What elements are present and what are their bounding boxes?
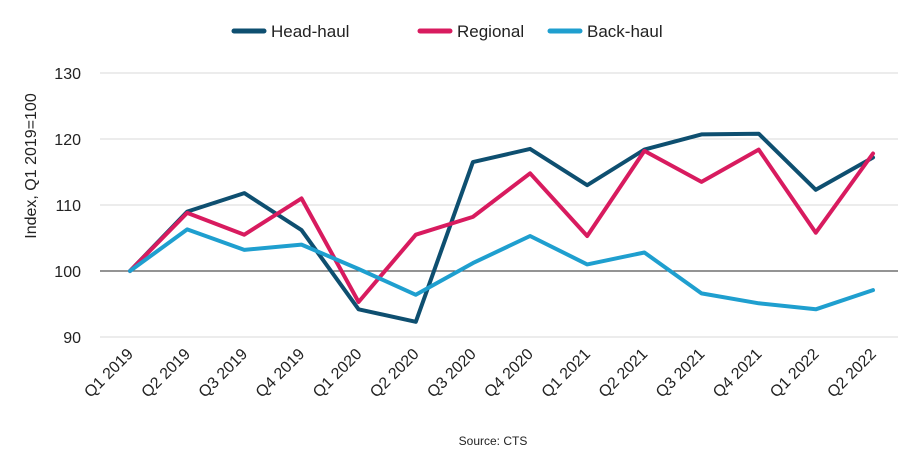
y-axis-ticks: 90 100 110 120 130: [54, 66, 81, 347]
y-axis-title: Index, Q1 2019=100: [23, 93, 40, 239]
gridlines: [100, 72, 898, 338]
legend-label-head-haul: Head-haul: [271, 22, 349, 41]
legend-label-regional: Regional: [457, 22, 524, 41]
x-tick-label: Q3 2020: [424, 346, 479, 401]
x-tick-label: Q3 2021: [653, 346, 708, 401]
x-tick-label: Q1 2022: [767, 346, 822, 401]
x-tick-label: Q4 2020: [481, 346, 536, 401]
x-tick-label: Q2 2021: [596, 346, 651, 401]
series-line-regional: [128, 147, 875, 304]
x-tick-label: Q2 2019: [139, 346, 194, 401]
x-tick-label: Q4 2021: [710, 346, 765, 401]
x-axis-ticks: Q1 2019 Q2 2019 Q3 2019 Q4 2019 Q1 2020 Q2 20…: [81, 346, 879, 401]
x-tick-label: Q4 2019: [253, 346, 308, 401]
series-line-back-haul: [128, 227, 875, 312]
x-tick-label: Q3 2019: [196, 346, 251, 401]
series-lines: [128, 131, 875, 324]
y-tick-label: 110: [55, 198, 81, 215]
x-tick-label: Q1 2020: [310, 346, 365, 401]
x-tick-label: Q1 2021: [539, 346, 594, 401]
y-tick-label: 90: [63, 330, 81, 347]
y-tick-label: 130: [54, 66, 81, 83]
series-line-head-haul: [128, 131, 875, 324]
source-note: Source: CTS: [459, 434, 528, 448]
x-tick-label: Q2 2020: [367, 346, 422, 401]
legend: Head-haul Regional Back-haul: [231, 22, 663, 41]
y-tick-label: 120: [54, 132, 81, 149]
y-tick-label: 100: [54, 264, 81, 281]
x-tick-label: Q2 2022: [824, 346, 879, 401]
legend-label-back-haul: Back-haul: [587, 22, 663, 41]
x-tick-label: Q1 2019: [81, 346, 136, 401]
